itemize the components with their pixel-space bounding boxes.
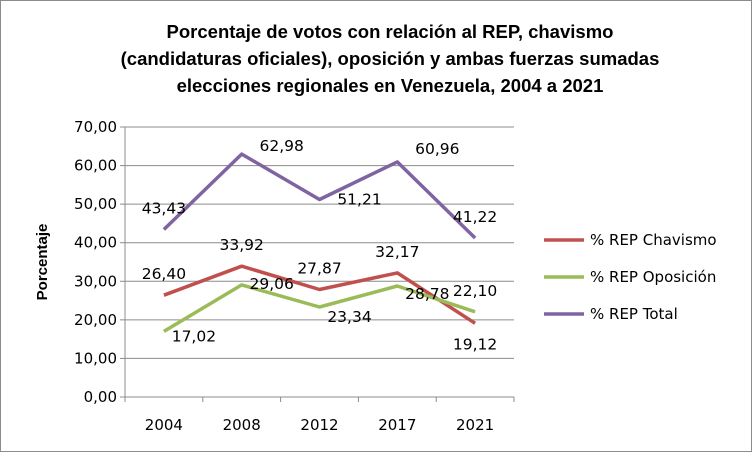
x-tick-label: 2008 [223, 416, 261, 434]
data-label: 27,87 [297, 260, 341, 278]
data-label: 43,43 [142, 199, 186, 217]
y-tick-label: 0,00 [84, 388, 117, 406]
gridlines [120, 126, 514, 398]
legend-label: % REP Total [590, 305, 678, 323]
data-label: 28,78 [405, 285, 449, 303]
x-tick-label: 2017 [378, 416, 416, 434]
data-label: 62,98 [260, 137, 304, 155]
axes [124, 127, 515, 402]
legend-label: % REP Oposición [590, 268, 716, 286]
y-tick-label: 60,00 [74, 157, 117, 175]
legend: % REP Chavismo % REP Oposición % REP Total [544, 231, 717, 323]
series-line [163, 264, 477, 325]
chart-title: Porcentaje de votos con relación al REP,… [60, 18, 720, 99]
data-labels: 26,40 33,92 27,87 32,17 19,12 17,02 29,06 23,34… [142, 137, 498, 353]
chart-title-line-1: Porcentaje de votos con relación al REP,… [166, 21, 614, 42]
data-label: 19,12 [453, 335, 497, 353]
data-label: 60,96 [415, 140, 459, 158]
y-tick-label: 30,00 [74, 272, 117, 290]
legend-label: % REP Chavismo [590, 231, 717, 249]
y-tick-label: 20,00 [74, 311, 117, 329]
y-tick-label: 40,00 [74, 234, 117, 252]
y-tick-label: 10,00 [74, 349, 117, 367]
y-tick-label: 70,00 [74, 118, 117, 136]
data-label: 17,02 [172, 327, 216, 345]
data-label: 33,92 [220, 236, 264, 254]
series-lines [162, 152, 477, 333]
data-label: 51,21 [337, 190, 381, 208]
x-tick-label: 2012 [300, 416, 338, 434]
y-axis-label: Porcentaje [34, 224, 51, 301]
data-label: 32,17 [375, 243, 419, 261]
data-label: 23,34 [327, 308, 371, 326]
series-line [163, 283, 476, 333]
x-tick-label: 2004 [145, 416, 183, 434]
y-tick-labels: 0,00 10,00 20,00 30,00 40,00 50,00 60,00 70,00 [74, 118, 117, 406]
chart-title-line-2: (candidaturas oficiales), oposición y am… [120, 48, 660, 69]
x-tick-label: 2021 [456, 416, 494, 434]
data-label: 29,06 [250, 275, 294, 293]
series-line [162, 152, 477, 240]
chart-title-line-3: elecciones regionales en Venezuela, 2004… [176, 75, 604, 96]
data-label: 22,10 [453, 282, 497, 300]
data-label: 26,40 [142, 265, 186, 283]
x-tick-labels: 2004 2008 2012 2017 2021 [145, 416, 494, 434]
data-label: 41,22 [453, 208, 497, 226]
y-tick-label: 50,00 [74, 195, 117, 213]
